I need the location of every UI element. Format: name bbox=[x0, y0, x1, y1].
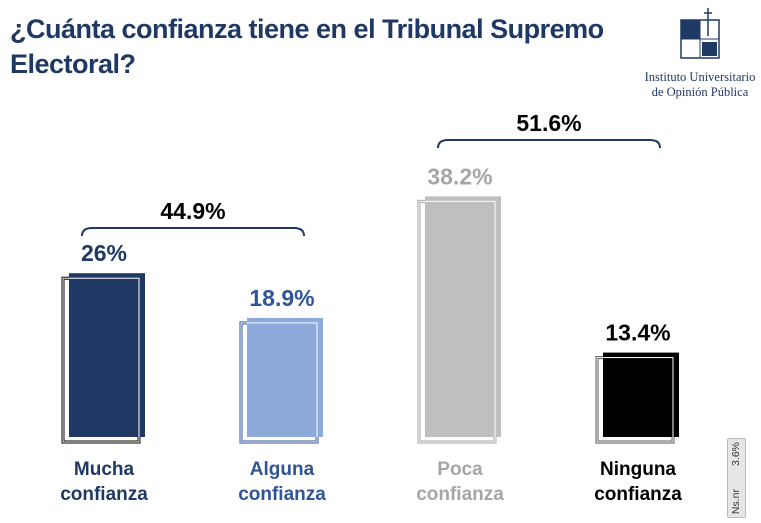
bar bbox=[247, 317, 323, 437]
bar-gap bbox=[418, 200, 496, 443]
category-label: confianza bbox=[60, 484, 148, 505]
category-label: Ninguna bbox=[600, 459, 676, 480]
category-label: Alguna bbox=[250, 459, 315, 480]
group-label: 51.6% bbox=[516, 110, 581, 136]
logo-line1: Instituto Universitario bbox=[644, 70, 756, 84]
group-bracket bbox=[81, 227, 305, 237]
category-label: confianza bbox=[416, 484, 504, 505]
bar-gap bbox=[596, 357, 674, 443]
bar bbox=[603, 352, 679, 437]
nsnr-badge: Ns.nr 3.6% bbox=[727, 438, 746, 518]
uca-logo-icon bbox=[680, 8, 720, 59]
chart-title: ¿Cuánta confianza tiene en el Tribunal S… bbox=[10, 14, 604, 79]
data-label: 38.2% bbox=[427, 163, 492, 189]
logo-line2: de Opinión Pública bbox=[651, 85, 749, 99]
category-label: Poca bbox=[437, 459, 483, 480]
nsnr-label: Ns.nr bbox=[730, 488, 742, 514]
data-label: 18.9% bbox=[249, 285, 314, 311]
logo: Instituto Universitario de Opinión Públic… bbox=[640, 6, 760, 100]
group-label: 44.9% bbox=[160, 198, 225, 224]
data-label: 13.4% bbox=[605, 320, 670, 346]
bar-gap bbox=[62, 277, 140, 443]
category-label: Mucha bbox=[74, 459, 135, 480]
category-label: confianza bbox=[594, 484, 682, 505]
nsnr-value: 3.6% bbox=[730, 442, 742, 466]
group-bracket bbox=[437, 139, 661, 149]
data-label: 26% bbox=[81, 240, 127, 266]
category-label: confianza bbox=[238, 484, 326, 505]
bar-gap bbox=[240, 322, 318, 443]
bar bbox=[425, 196, 501, 437]
bar bbox=[69, 273, 145, 437]
